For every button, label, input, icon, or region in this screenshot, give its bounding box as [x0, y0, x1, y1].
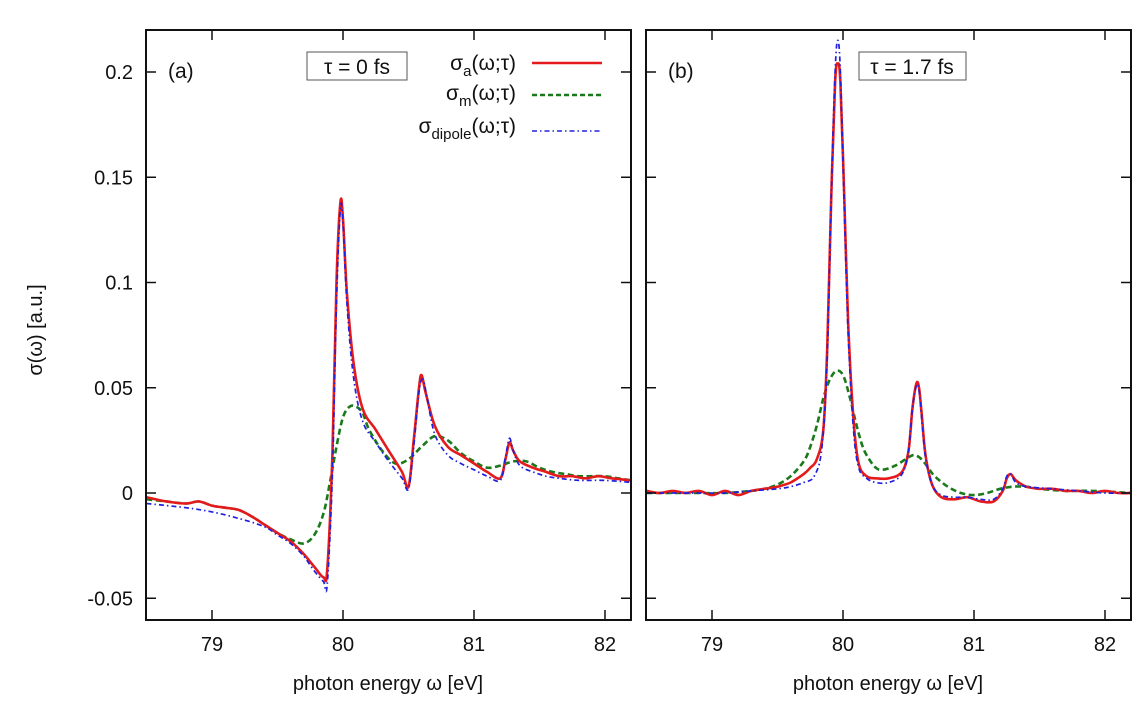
- annotation-text: τ = 1.7 fs: [870, 56, 954, 79]
- x-tick-label: 82: [1094, 634, 1116, 656]
- series-line-dashed: [147, 404, 630, 545]
- panel-a: 79 80 81 82 -0.05 0 0.05 0.1 0.15 0.2 (a) τ = 0 f…: [25, 29, 632, 695]
- x-tick-label: 80: [832, 634, 854, 656]
- series-line-solid: [647, 62, 1130, 504]
- series-line-dashdot: [147, 202, 630, 593]
- x-tick-label: 80: [332, 634, 354, 656]
- x-tick-label: 81: [463, 634, 485, 656]
- panel-b-label: (b): [668, 60, 694, 83]
- series-line-solid: [147, 197, 630, 583]
- legend-label: σa(ω;τ): [450, 52, 516, 80]
- panel-a-curves: [147, 197, 630, 593]
- legend-entry-sigma-a: σa(ω;τ): [450, 52, 602, 80]
- panel-b-frame: [645, 29, 1132, 621]
- x-tick-label: 81: [963, 634, 985, 656]
- y-tick-label: 0.05: [94, 378, 133, 400]
- panel-a-ticks: 79 80 81 82 -0.05 0 0.05 0.1 0.15 0.2: [87, 30, 631, 656]
- series-line-dashdot: [647, 39, 1130, 502]
- series-line-dashed: [647, 369, 1130, 497]
- legend-entry-sigma-dipole: σdipole(ω;τ): [418, 115, 602, 143]
- x-tick-label: 82: [594, 634, 616, 656]
- x-tick-label: 79: [701, 634, 723, 656]
- panel-a-annotation: τ = 0 fs: [306, 51, 408, 81]
- y-tick-label: -0.05: [87, 588, 133, 610]
- y-tick-label: 0.2: [105, 62, 133, 84]
- y-tick-label: 0.1: [105, 273, 133, 295]
- x-tick-label: 79: [201, 634, 223, 656]
- y-tick-label: 0: [122, 483, 133, 505]
- annotation-box: [306, 51, 408, 81]
- annotation-text: τ = 0 fs: [324, 56, 390, 79]
- annotation-box: [858, 51, 967, 81]
- y-tick-label: 0.15: [94, 167, 133, 189]
- panel-a-frame: [145, 29, 632, 621]
- legend: σa(ω;τ) σm(ω;τ) σdipole(ω;τ): [418, 52, 602, 143]
- panel-b-curves: [647, 39, 1130, 504]
- legend-entry-sigma-m: σm(ω;τ): [446, 82, 602, 110]
- x-axis-label: photon energy ω [eV]: [793, 673, 983, 695]
- panel-b-ticks: 79 80 81 82: [646, 30, 1131, 656]
- legend-label: σdipole(ω;τ): [418, 115, 516, 143]
- x-axis-label: photon energy ω [eV]: [293, 673, 483, 695]
- panel-a-label: (a): [168, 60, 194, 83]
- y-axis-label: σ(ω) [a.u.]: [25, 284, 47, 375]
- panel-b: 79 80 81 82 (b) τ = 1.7 fs photon energy ω …: [645, 29, 1132, 695]
- panel-b-annotation: τ = 1.7 fs: [858, 51, 967, 81]
- legend-label: σm(ω;τ): [446, 82, 516, 110]
